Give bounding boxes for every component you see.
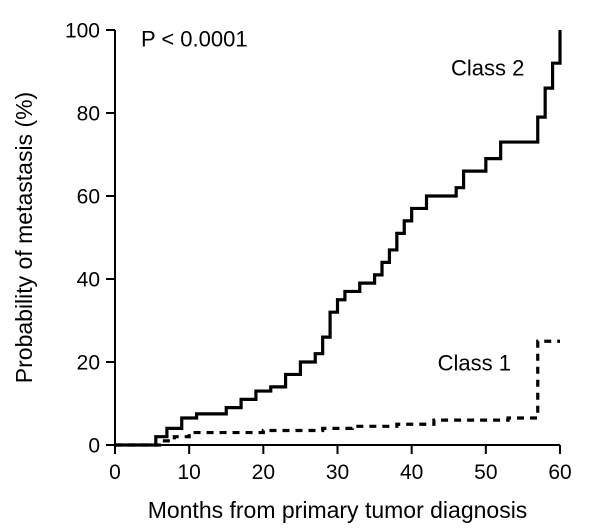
y-axis-label: Probability of metastasis (%) bbox=[11, 92, 37, 383]
series-label-class-1: Class 1 bbox=[438, 350, 511, 375]
x-tick-label: 0 bbox=[109, 461, 121, 484]
y-tick-label: 20 bbox=[77, 351, 100, 374]
y-tick-label: 100 bbox=[65, 19, 100, 42]
p-value-text: P < 0.0001 bbox=[141, 27, 248, 52]
x-tick-label: 60 bbox=[548, 461, 571, 484]
x-tick-label: 20 bbox=[252, 461, 275, 484]
series-class-2 bbox=[115, 30, 560, 445]
y-tick-label: 0 bbox=[88, 434, 100, 457]
series-label-class-2: Class 2 bbox=[451, 56, 524, 81]
y-tick-label: 80 bbox=[77, 102, 100, 125]
chart-container: 0 10 20 30 40 50 60 0 20 40 60 80 100 Months from pri… bbox=[0, 0, 600, 532]
y-tick-label: 40 bbox=[77, 268, 100, 291]
x-tick-label: 30 bbox=[326, 461, 349, 484]
x-tick-label: 50 bbox=[474, 461, 497, 484]
y-tick-label: 60 bbox=[77, 185, 100, 208]
survival-chart: 0 10 20 30 40 50 60 0 20 40 60 80 100 Months from pri… bbox=[0, 0, 600, 532]
x-tick-label: 40 bbox=[400, 461, 423, 484]
x-tick-label: 10 bbox=[177, 461, 200, 484]
x-axis-label: Months from primary tumor diagnosis bbox=[148, 497, 528, 523]
